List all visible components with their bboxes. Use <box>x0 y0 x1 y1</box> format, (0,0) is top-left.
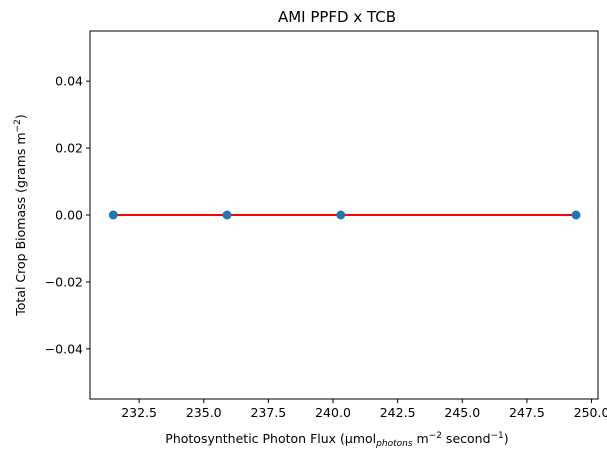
data-point <box>336 210 346 220</box>
x-tick-label: 235.0 <box>186 405 222 420</box>
y-tick-label: 0.00 <box>55 208 83 223</box>
x-tick-label: 237.5 <box>250 405 286 420</box>
y-tick-label: 0.04 <box>55 74 83 89</box>
x-tick-label: 240.0 <box>315 405 351 420</box>
chart-title: AMI PPFD x TCB <box>278 8 396 26</box>
y-axis-ticks: 0.04 0.02 0.00 −0.02 −0.04 <box>45 74 90 356</box>
x-tick-label: 247.5 <box>509 405 545 420</box>
y-tick-label: 0.02 <box>55 141 83 156</box>
data-point <box>571 210 581 220</box>
x-tick-label: 232.5 <box>121 405 157 420</box>
x-tick-label: 250.0 <box>574 405 607 420</box>
x-axis-label: Photosynthetic Photon Flux (μmolphotons … <box>165 431 508 449</box>
x-axis-ticks: 232.5 235.0 237.5 240.0 242.5 245.0 247.5 250.0 <box>121 399 607 420</box>
x-tick-label: 242.5 <box>380 405 416 420</box>
data-point <box>222 210 232 220</box>
y-axis-label: Total Crop Biomass (grams m−2) <box>13 114 28 316</box>
y-tick-label: −0.02 <box>45 274 83 289</box>
plot-area <box>89 30 599 400</box>
x-tick-label: 245.0 <box>444 405 480 420</box>
y-tick-label: −0.04 <box>45 341 83 356</box>
data-point <box>108 210 118 220</box>
